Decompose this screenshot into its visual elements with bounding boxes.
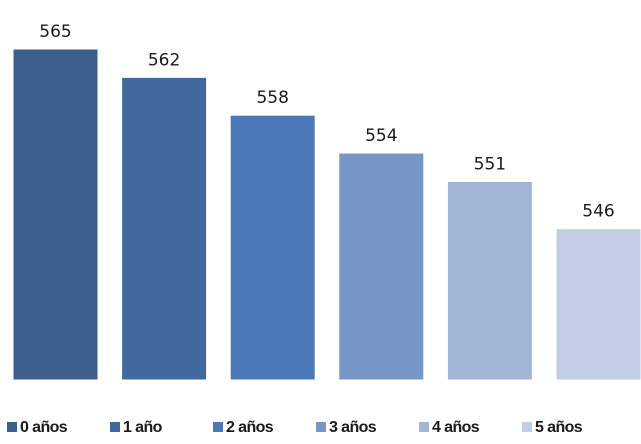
- data-label-5: 546: [582, 202, 614, 222]
- bar-3: [338, 152, 425, 381]
- legend-label-5: 5 años: [535, 419, 583, 436]
- data-label-1: 562: [148, 50, 180, 70]
- bar-5: [555, 228, 641, 381]
- legend: 0 años 1 año 2 años 3 años 4 años 5 años: [7, 419, 583, 436]
- data-label-4: 551: [474, 154, 506, 174]
- data-label-0: 565: [39, 22, 71, 42]
- data-label-2: 558: [256, 88, 288, 108]
- data-labels-group: 565 562 558 554 551 546: [39, 22, 614, 222]
- legend-swatch-5: [522, 422, 532, 432]
- legend-swatch-0: [7, 422, 17, 432]
- legend-label-2: 2 años: [226, 419, 274, 436]
- legend-swatch-4: [419, 422, 429, 432]
- legend-label-3: 3 años: [329, 419, 377, 436]
- legend-label-4: 4 años: [432, 419, 480, 436]
- legend-swatch-2: [213, 422, 223, 432]
- bar-2: [229, 114, 316, 381]
- legend-swatch-1: [110, 422, 120, 432]
- data-label-3: 554: [365, 126, 397, 146]
- legend-label-0: 0 años: [20, 419, 68, 436]
- bar-1: [121, 76, 208, 381]
- bars-group: [12, 48, 641, 381]
- legend-swatch-3: [316, 422, 326, 432]
- bar-4: [446, 180, 533, 381]
- bar-0: [12, 48, 99, 381]
- legend-label-1: 1 año: [123, 419, 163, 436]
